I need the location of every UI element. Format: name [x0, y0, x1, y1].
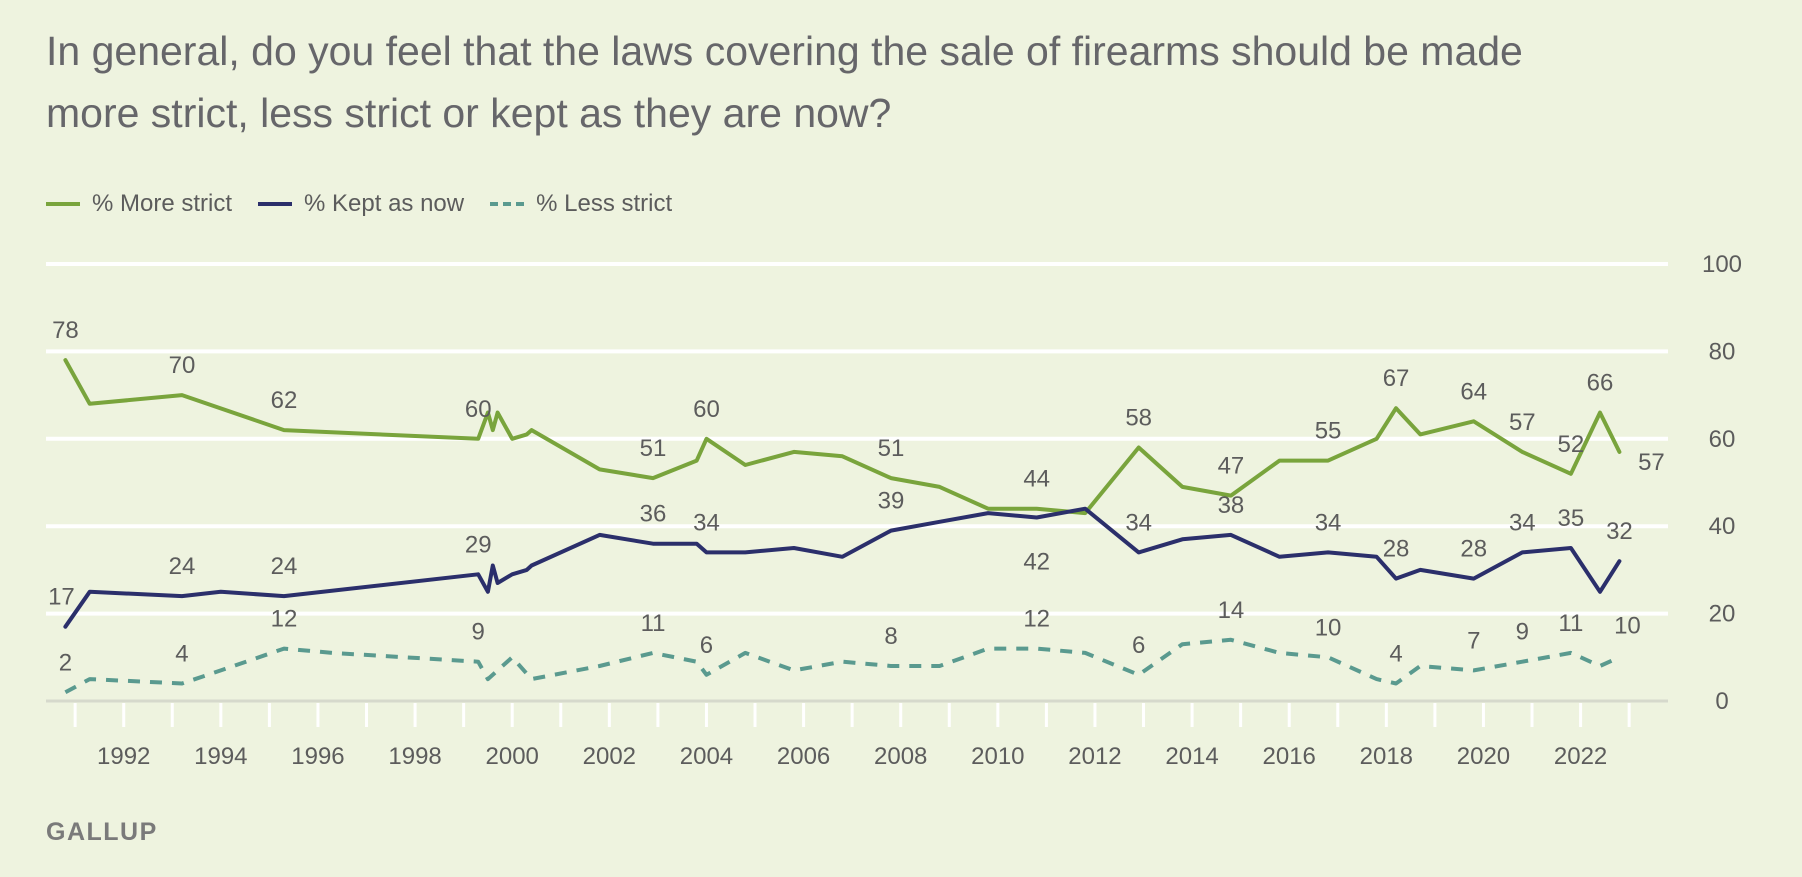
data-label-less-strict-2012.9: 6: [1132, 632, 1145, 659]
data-label-kept-as-now-2010.8: 42: [1023, 548, 1050, 575]
x-tick-label-2020: 2020: [1457, 743, 1510, 770]
chart-title: In general, do you feel that the laws co…: [46, 28, 1523, 136]
data-label-more-strict-2012.9: 58: [1125, 405, 1152, 432]
data-label-more-strict-2004: 60: [693, 396, 720, 423]
y-tick-label-40: 40: [1709, 513, 1736, 540]
data-label-less-strict-2014.8: 14: [1218, 597, 1245, 624]
data-label-more-strict-2020.8: 57: [1509, 409, 1536, 436]
y-tick-label-0: 0: [1715, 688, 1728, 715]
data-label-less-strict-2020.8: 9: [1516, 619, 1529, 646]
data-label-more-strict-1990.8: 78: [52, 317, 79, 344]
legend-swatch-kept-as-now: [258, 202, 293, 206]
data-label-more-strict-1995.3: 62: [271, 387, 298, 414]
data-label-kept-as-now-2019.8: 28: [1460, 536, 1487, 563]
series-line-more-strict: [63, 358, 1622, 516]
data-label-more-strict-2016.8: 55: [1315, 418, 1342, 445]
data-label-more-strict-2010.8: 44: [1023, 466, 1050, 493]
data-label-kept-as-now-2012.9: 34: [1125, 509, 1152, 536]
data-label-more-strict-2018.2: 67: [1383, 365, 1410, 392]
x-tick-label-2022: 2022: [1554, 743, 1607, 770]
data-label-kept-as-now-1995.3: 24: [271, 553, 298, 580]
data-label-more-strict-2007.8: 51: [878, 435, 905, 462]
x-tick-label-2014: 2014: [1165, 743, 1218, 770]
legend-label-more-strict: % More strict: [92, 190, 233, 217]
data-label-less-strict-2004: 6: [700, 632, 713, 659]
data-label-less-strict-1990.8: 2: [59, 649, 72, 676]
x-tick-label-2012: 2012: [1068, 743, 1121, 770]
legend-label-less-strict: % Less strict: [536, 190, 673, 217]
series-line-less-strict: [64, 637, 1621, 695]
data-label-less-strict-2018.2: 4: [1389, 641, 1402, 668]
data-label-more-strict-2002.9: 51: [640, 435, 667, 462]
data-label-more-strict-1999.3: 60: [465, 396, 492, 423]
x-tick-label-2002: 2002: [583, 743, 636, 770]
data-label-less-strict-1999.3: 9: [472, 619, 485, 646]
x-tick-label-1998: 1998: [388, 743, 441, 770]
data-label-kept-as-now-2020.8: 34: [1509, 509, 1536, 536]
data-label-kept-as-now-2014.8: 38: [1218, 492, 1245, 519]
x-tick-label-2006: 2006: [777, 743, 830, 770]
y-tick-label-100: 100: [1702, 251, 1742, 278]
data-label-less-strict-1995.3: 12: [271, 606, 298, 633]
data-label-more-strict-2019.8: 64: [1460, 378, 1487, 405]
x-tick-label-2010: 2010: [971, 743, 1024, 770]
data-label-less-strict-2019.8: 7: [1467, 627, 1480, 654]
data-label-kept-as-now-2016.8: 34: [1315, 509, 1342, 536]
data-label-less-strict-2007.8: 8: [884, 623, 897, 650]
data-label-kept-as-now-2007.8: 39: [878, 488, 905, 515]
series-line-kept-as-now: [63, 506, 1622, 629]
x-tick-label-2018: 2018: [1360, 743, 1413, 770]
data-label-more-strict-2014.8: 47: [1218, 453, 1245, 480]
legend: % More strict % Kept as now % Less stric…: [46, 190, 698, 218]
data-label-kept-as-now-1990.8: 17: [48, 584, 75, 611]
gallup-logo: GALLUP: [46, 818, 158, 846]
x-tick-label-2008: 2008: [874, 743, 927, 770]
y-tick-label-60: 60: [1709, 426, 1736, 453]
data-label-less-strict-2021.8: 11: [1558, 610, 1583, 637]
x-tick-label-1996: 1996: [291, 743, 344, 770]
data-label-less-strict-2002.9: 11: [641, 610, 666, 637]
data-label-kept-as-now-2002.9: 36: [640, 501, 667, 528]
data-label-less-strict-2016.8: 10: [1315, 614, 1342, 641]
data-label-more-strict-2022.4: 66: [1587, 370, 1614, 397]
legend-item-kept-as-now[interactable]: % Kept as now: [258, 190, 464, 218]
data-label-more-strict-2021.8: 52: [1558, 431, 1585, 458]
legend-swatch-less-strict: [490, 202, 525, 206]
y-tick-label-20: 20: [1709, 601, 1736, 628]
data-label-less-strict-2022.8: 10: [1614, 612, 1641, 639]
data-label-more-strict-2022.8: 57: [1638, 449, 1665, 476]
x-tick-label-2016: 2016: [1263, 743, 1316, 770]
x-tick-label-1994: 1994: [194, 743, 247, 770]
y-tick-label-80: 80: [1709, 338, 1736, 365]
data-label-kept-as-now-2004: 34: [693, 509, 720, 536]
data-label-less-strict-2010.8: 12: [1023, 606, 1050, 633]
data-label-kept-as-now-2022.8: 32: [1606, 518, 1633, 545]
data-label-kept-as-now-2021.8: 35: [1558, 505, 1585, 532]
legend-swatch-more-strict: [46, 202, 80, 206]
data-label-kept-as-now-2018.2: 28: [1383, 536, 1410, 563]
legend-item-more-strict[interactable]: % More strict: [46, 190, 232, 218]
legend-item-less-strict[interactable]: % Less strict: [490, 190, 672, 218]
data-label-kept-as-now-1993.2: 24: [169, 553, 196, 580]
x-tick-label-2000: 2000: [486, 743, 539, 770]
data-label-more-strict-1993.2: 70: [169, 352, 196, 379]
x-tick-label-1992: 1992: [97, 743, 150, 770]
data-label-less-strict-1993.2: 4: [175, 641, 188, 668]
x-tick-label-2004: 2004: [680, 743, 733, 770]
legend-label-kept-as-now: % Kept as now: [304, 190, 465, 217]
data-label-kept-as-now-1999.3: 29: [465, 531, 492, 558]
